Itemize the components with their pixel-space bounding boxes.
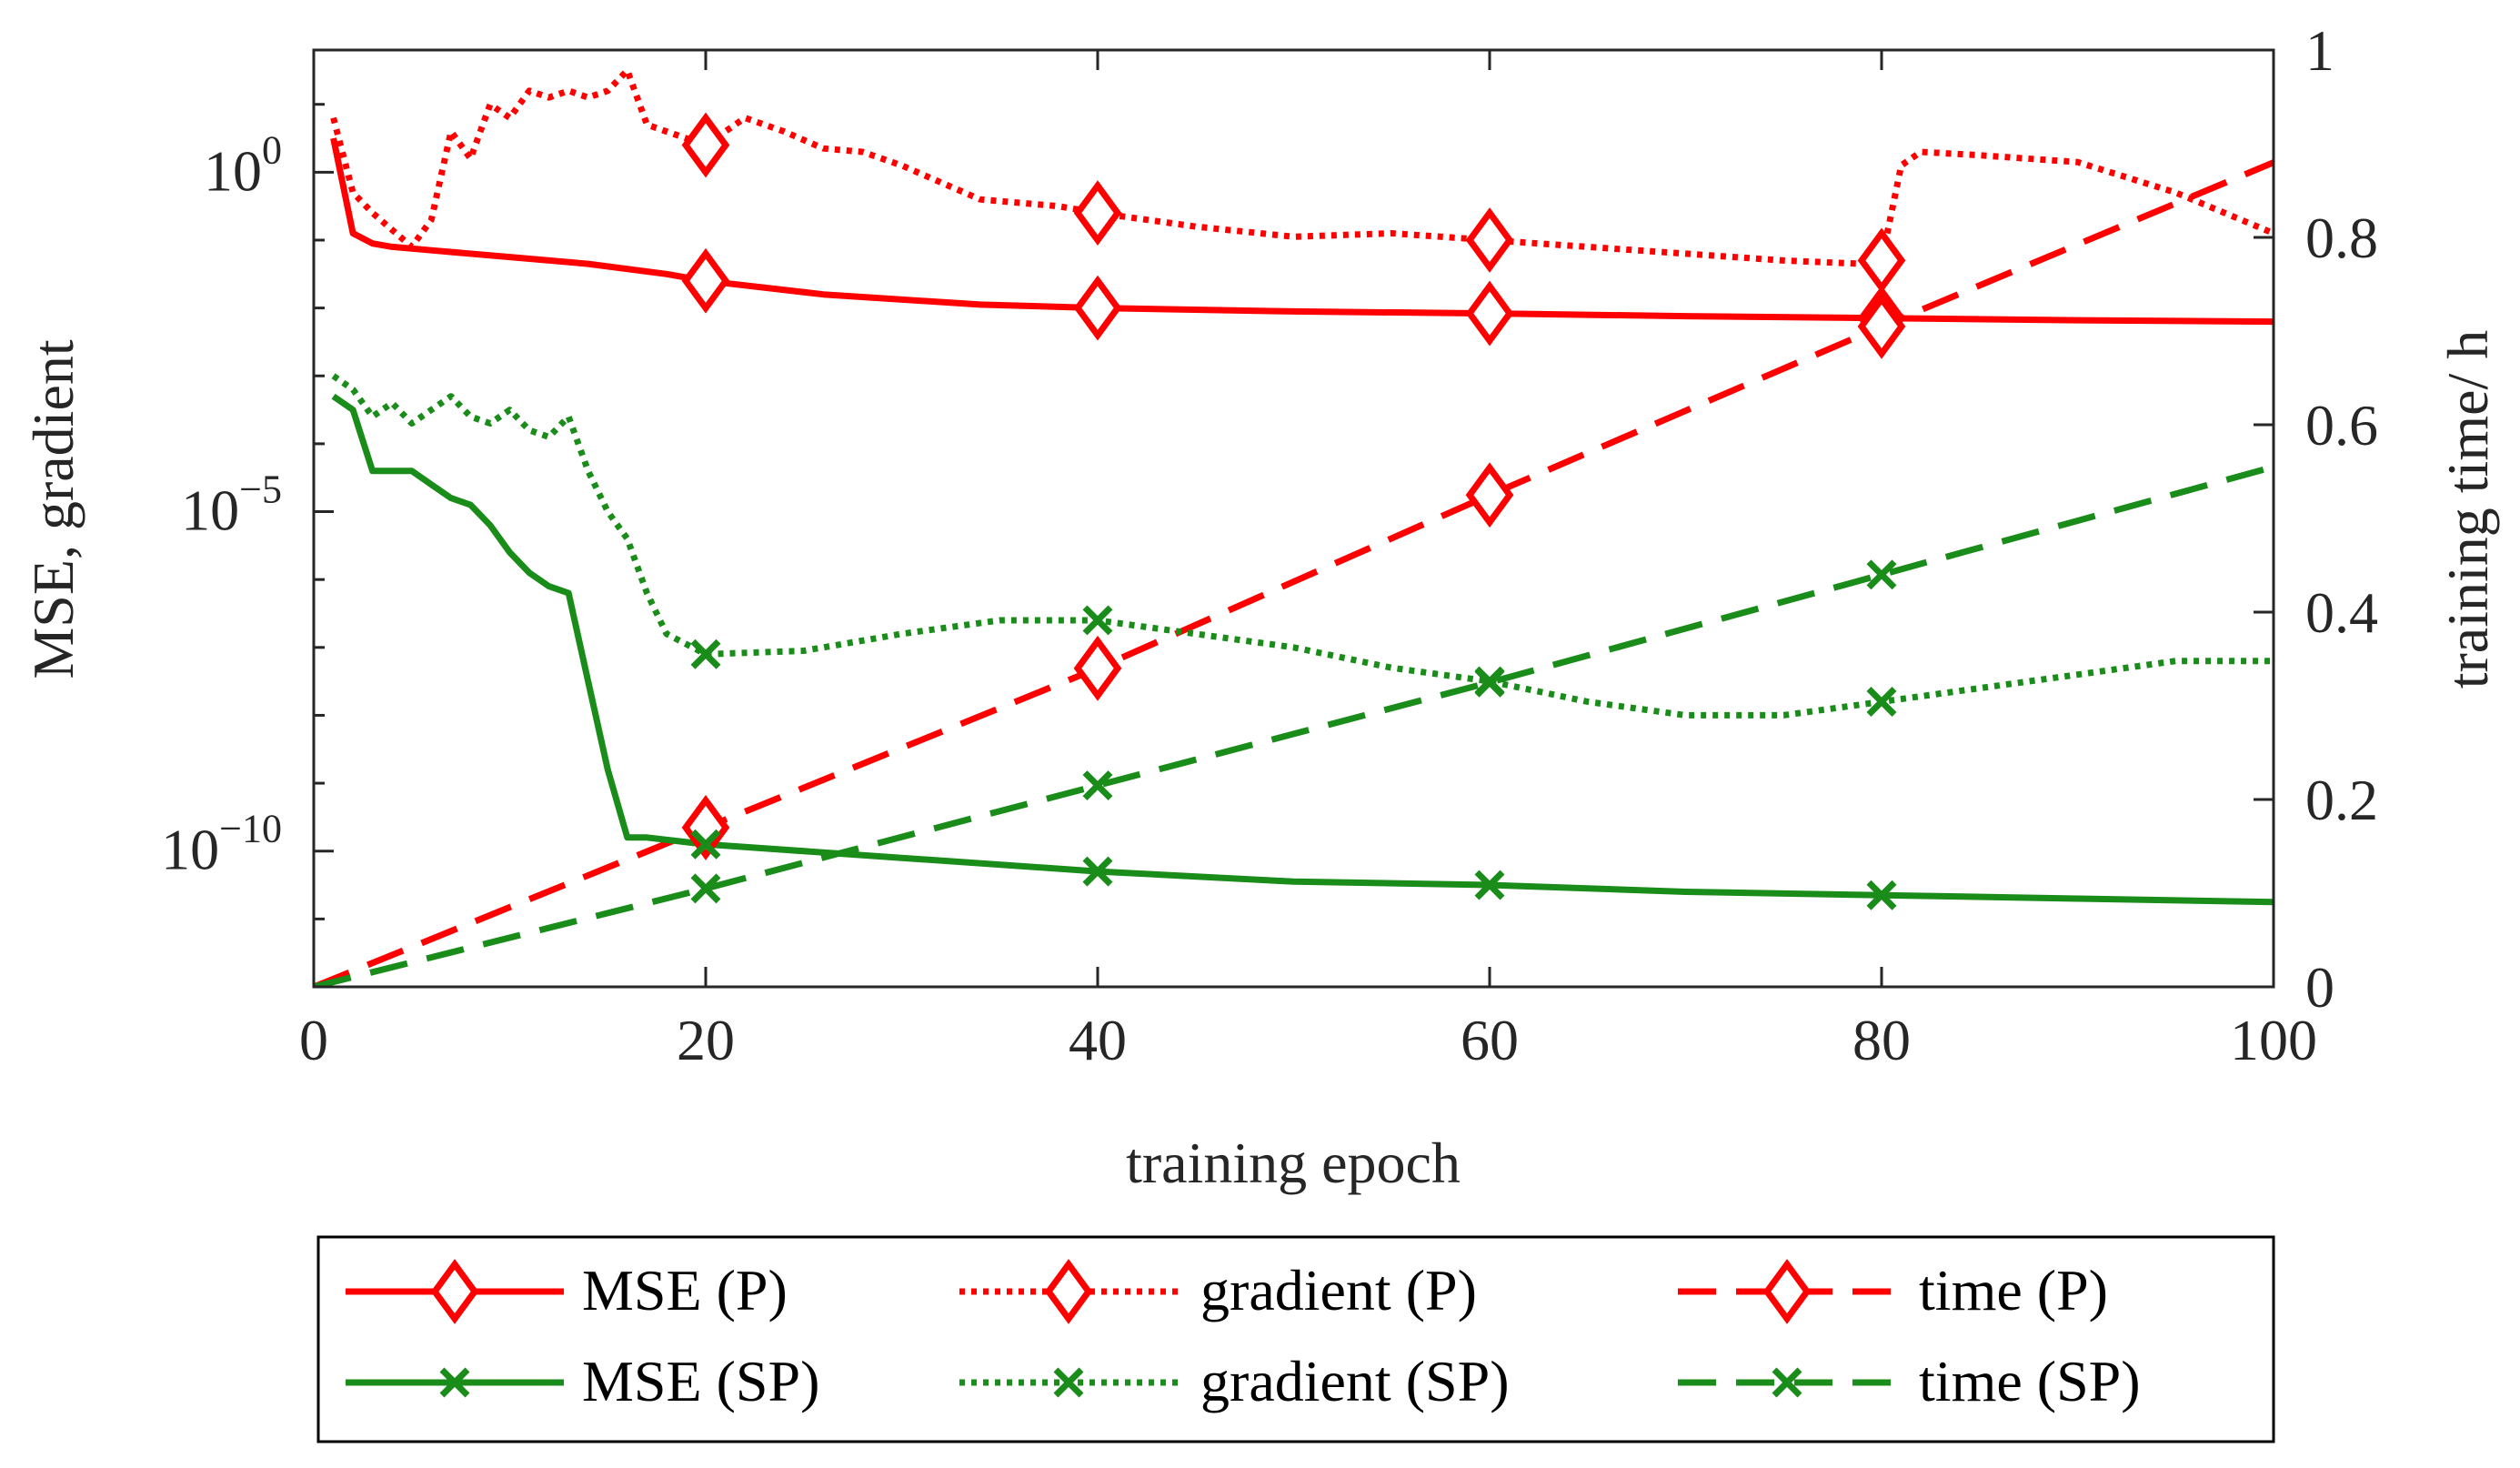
- legend-samples: [346, 1259, 1896, 1398]
- legend-label-time-p: time (P): [1919, 1258, 2108, 1322]
- series-line-gradient-sp: [331, 373, 2274, 719]
- marker-mse-sp-40: [1082, 856, 1113, 887]
- marker-mse-sp-60: [1474, 870, 1505, 900]
- marker-gradient-p-40: [1073, 180, 1122, 246]
- legend-marker-time-p: [1762, 1259, 1812, 1324]
- y-right-tick-label: 0.4: [2305, 580, 2378, 645]
- x-tick-label: 100: [2230, 1008, 2317, 1072]
- x-axis-title: training epoch: [1126, 1131, 1461, 1195]
- series-line-gradient-p: [330, 66, 2274, 267]
- marker-time-p-60: [1465, 462, 1514, 528]
- marker-layer: [681, 112, 1906, 910]
- series-line-time-sp: [314, 463, 2274, 987]
- y-left-tick-label: 100: [204, 127, 282, 203]
- marker-time-sp-40: [1082, 770, 1113, 801]
- marker-gradient-p-20: [681, 112, 730, 178]
- legend-label-time-sp: time (SP): [1919, 1349, 2141, 1413]
- marker-time-p-20: [681, 794, 730, 860]
- y-right-tick-label: 0: [2305, 955, 2334, 1020]
- marker-gradient-sp-20: [690, 638, 721, 669]
- legend-label-gradient-sp: gradient (SP): [1200, 1349, 1510, 1413]
- marker-mse-sp-20: [690, 829, 721, 860]
- marker-gradient-p-80: [1857, 227, 1906, 294]
- x-tick-label: 40: [1069, 1008, 1127, 1072]
- legend: MSE (P) gradient (P) time (P) MSE (SP) g…: [316, 1235, 2275, 1443]
- marker-mse-p-60: [1465, 280, 1514, 347]
- marker-time-sp-20: [690, 873, 721, 904]
- marker-mse-p-40: [1073, 275, 1122, 341]
- marker-gradient-sp-80: [1866, 687, 1897, 717]
- plot-area: [314, 50, 2274, 987]
- legend-marker-time-sp: [1772, 1367, 1802, 1398]
- y-right-tick-label: 1: [2305, 18, 2334, 83]
- x-tick-label: 0: [299, 1008, 328, 1072]
- marker-gradient-p-60: [1465, 207, 1514, 273]
- legend-marker-mse-p: [430, 1259, 479, 1324]
- legend-label-gradient-p: gradient (P): [1200, 1258, 1477, 1322]
- marker-mse-sp-80: [1866, 880, 1897, 910]
- x-tick-label: 80: [1852, 1008, 1911, 1072]
- legend-label-mse-sp: MSE (SP): [582, 1349, 819, 1413]
- y-axis-right-title: training time/ h: [2435, 330, 2500, 689]
- legend-marker-gradient-p: [1044, 1259, 1093, 1324]
- legend-label-mse-p: MSE (P): [582, 1258, 788, 1322]
- legend-box: [316, 1235, 2275, 1443]
- marker-time-sp-60: [1474, 667, 1505, 698]
- y-right-tick-label: 0.2: [2305, 768, 2378, 832]
- x-tick-label: 60: [1461, 1008, 1519, 1072]
- marker-mse-p-20: [681, 247, 730, 314]
- marker-time-p-40: [1073, 635, 1122, 701]
- legend-marker-mse-sp: [439, 1367, 470, 1398]
- marker-time-sp-80: [1866, 559, 1897, 590]
- x-tick-label: 20: [677, 1008, 735, 1072]
- y-right-tick-label: 0.8: [2305, 206, 2378, 270]
- legend-marker-gradient-sp: [1053, 1367, 1084, 1398]
- y-axis-left-title: MSE, gradient: [21, 339, 85, 679]
- series-line-mse-p: [330, 137, 2274, 326]
- series-line-time-p: [314, 159, 2274, 987]
- marker-time-p-80: [1857, 293, 1906, 359]
- marker-gradient-sp-40: [1082, 605, 1113, 636]
- plot-frame: [312, 48, 2275, 989]
- y-right-tick-label: 0.6: [2305, 393, 2378, 457]
